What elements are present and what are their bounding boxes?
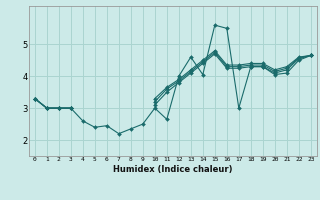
X-axis label: Humidex (Indice chaleur): Humidex (Indice chaleur) — [113, 165, 233, 174]
